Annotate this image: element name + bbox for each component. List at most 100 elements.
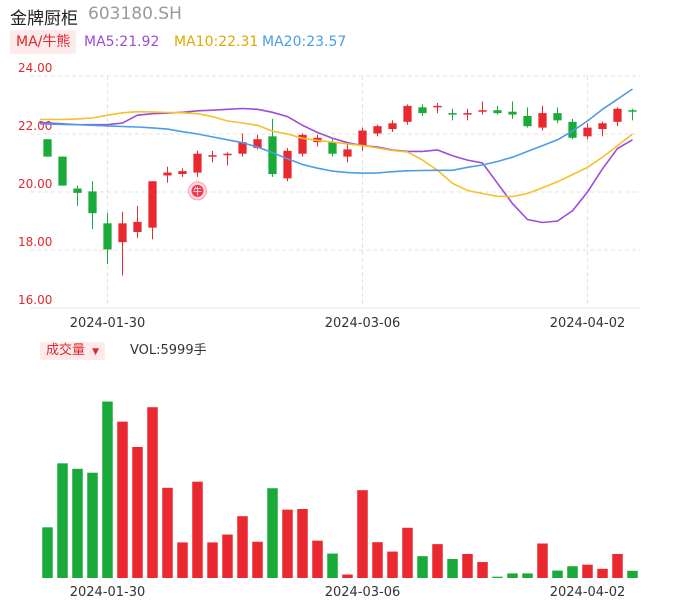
price-date-axis: 2024-01-30 2024-03-06 2024-04-02: [70, 316, 626, 331]
volume-bar: [102, 401, 113, 578]
volume-bar: [72, 468, 83, 578]
candle-body: [553, 113, 562, 121]
candle-body: [568, 121, 577, 138]
candle: [118, 211, 127, 276]
candle: [523, 107, 532, 128]
candle: [178, 168, 187, 177]
volume-bar: [42, 527, 53, 578]
y-tick-label: 16.00: [18, 293, 52, 307]
candle-body: [448, 113, 457, 115]
volume-bar: [462, 553, 473, 578]
x-tick-label: 2024-04-02: [550, 585, 626, 600]
candle: [613, 107, 622, 127]
candle-body: [178, 171, 187, 175]
volume-bar: [627, 570, 638, 578]
x-tick-label: 2024-03-06: [325, 316, 401, 331]
candle-body: [88, 191, 97, 214]
x-tick-label: 2024-01-30: [70, 585, 146, 600]
y-tick-label: 18.00: [18, 235, 52, 249]
candle-body: [103, 223, 112, 250]
candle-body: [343, 149, 352, 157]
bull-bear-marker: 牛: [188, 181, 207, 201]
volume-bar: [147, 407, 158, 578]
price-grid: [30, 75, 640, 309]
candle: [193, 150, 202, 177]
candlestick-series: [43, 101, 637, 276]
volume-date-axis: 2024-01-30 2024-03-06 2024-04-02: [70, 585, 626, 600]
volume-bar: [402, 527, 413, 578]
volume-bar: [552, 570, 563, 578]
volume-selector-label: 成交量: [46, 343, 86, 358]
volume-bar: [507, 573, 518, 578]
volume-bar: [312, 540, 323, 578]
volume-bar-series: [42, 401, 638, 578]
volume-bar: [582, 564, 593, 578]
price-axis: 16.00 18.00 20.00 22.00 24.00: [18, 61, 52, 307]
volume-bar: [297, 508, 308, 578]
candle: [103, 213, 112, 264]
candle-body: [133, 221, 142, 233]
volume-bar: [267, 488, 278, 578]
volume-bar: [492, 576, 503, 578]
candle-body: [433, 105, 442, 108]
ma10-readout: MA10:22.31: [174, 34, 259, 50]
candle: [268, 118, 277, 177]
candle-body: [148, 181, 157, 228]
volume-bar: [162, 487, 173, 578]
volume-selector-button[interactable]: 成交量 ▼: [40, 342, 106, 360]
candle-body: [73, 188, 82, 193]
ma-line-ma10: [40, 110, 633, 198]
ma-line-ma20: [39, 88, 633, 175]
volume-bar: [447, 558, 458, 578]
candle: [478, 101, 487, 115]
candle-body: [598, 123, 607, 130]
volume-bar: [372, 542, 383, 578]
volume-bar: [237, 516, 248, 578]
volume-bar: [522, 573, 533, 578]
candle-body: [283, 150, 292, 179]
candle: [298, 133, 307, 157]
candle-body: [118, 223, 127, 243]
candle-body: [508, 111, 517, 115]
candle: [493, 105, 502, 115]
candle-body: [478, 110, 487, 112]
candle: [538, 105, 547, 131]
candle: [283, 147, 292, 182]
candle-body: [193, 153, 202, 173]
volume-bar: [342, 574, 353, 578]
volume-bar: [282, 509, 293, 578]
volume-readout: VOL:5999手: [130, 343, 207, 358]
candle-body: [403, 105, 412, 122]
stock-name: 金牌厨柜: [10, 9, 78, 29]
candle-body: [163, 172, 172, 176]
volume-bar: [567, 566, 578, 578]
candle: [223, 152, 232, 166]
ma-line-ma5: [39, 107, 633, 224]
candle-body: [418, 107, 427, 114]
candle-body: [613, 108, 622, 122]
volume-bar: [387, 551, 398, 578]
candle-body: [298, 134, 307, 154]
candle-body: [328, 142, 337, 154]
dropdown-triangle-icon: ▼: [92, 347, 100, 357]
candle: [418, 104, 427, 117]
stock-code: 603180.SH: [88, 4, 182, 24]
candle: [358, 127, 367, 151]
candle: [568, 118, 577, 140]
volume-bar: [432, 544, 443, 578]
indicator-selector-button[interactable]: MA/牛熊: [10, 30, 77, 54]
candle-body: [238, 142, 247, 154]
volume-bar: [357, 490, 368, 578]
volume-bar: [192, 481, 203, 578]
candle: [73, 185, 82, 206]
volume-bar: [537, 543, 548, 578]
candle: [238, 133, 247, 157]
candle: [148, 181, 157, 240]
volume-bar: [252, 541, 263, 578]
candle: [373, 124, 382, 137]
volume-bar: [57, 463, 68, 578]
y-tick-label: 20.00: [18, 177, 52, 191]
candle-body: [388, 123, 397, 130]
volume-bar: [597, 568, 608, 578]
